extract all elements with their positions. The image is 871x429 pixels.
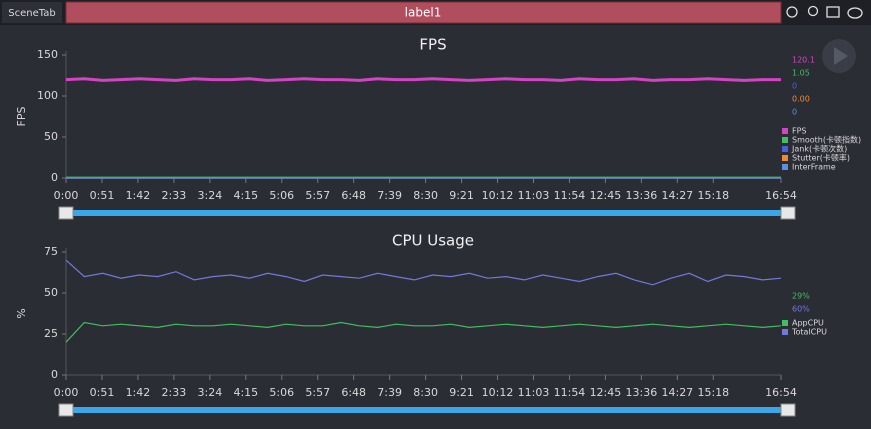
x-tick-label: 15:18 [697,189,729,202]
slider-handle-left[interactable] [58,403,74,417]
x-tick-label: 11:03 [518,189,550,202]
slider-handle-right[interactable] [780,403,796,417]
y-tick-label: 150 [37,48,58,61]
readout: 120.1 [792,56,815,65]
x-tick-label: 6:48 [341,189,366,202]
y-axis-label: FPS [15,107,28,127]
legend-swatch [782,146,788,152]
legend-label: Stutter(卡顿率) [792,153,850,163]
legend-label: TotalCPU [791,328,827,337]
slider-handle-right[interactable] [780,206,796,220]
series-line [65,77,781,82]
y-axis-label: % [15,308,28,318]
x-tick-label: 0:00 [54,386,79,399]
x-tick-label: 4:15 [233,189,258,202]
x-tick-label: 13:36 [626,189,658,202]
readout: 0 [792,108,797,117]
legend-swatch [782,155,788,161]
legend-label: Smooth(卡顿指数) [792,135,861,145]
x-tick-label: 6:48 [341,386,366,399]
label-bar [65,1,782,24]
x-tick-label: 0:00 [54,189,79,202]
x-tick-label: 3:24 [197,386,222,399]
y-tick-label: 100 [37,89,58,102]
slider-track [72,407,782,413]
x-tick-label: 7:39 [377,386,402,399]
readout: 0 [792,82,797,91]
x-tick-label: 14:27 [661,386,693,399]
slider-track [72,210,782,216]
y-tick-label: 50 [44,130,58,143]
y-tick-label: 50 [44,286,58,299]
label-text: label1 [405,6,442,20]
x-tick-label: 8:30 [413,189,438,202]
y-tick-label: 75 [44,245,58,258]
x-tick-label: 11:54 [554,189,586,202]
x-tick-label: 1:42 [126,386,151,399]
legend-swatch [782,164,788,170]
x-tick-label: 0:51 [90,189,115,202]
legend-label: AppCPU [792,319,824,328]
cloud-icon[interactable] [847,7,863,19]
x-tick-label: 14:27 [661,189,693,202]
series-line [65,259,782,286]
x-tick-label: 5:06 [269,386,294,399]
x-tick-label: 11:54 [554,386,586,399]
slider-handle-left[interactable] [58,206,74,220]
y-tick-label: 0 [51,171,58,184]
x-tick-label: 15:18 [697,386,729,399]
tab[interactable] [2,2,62,23]
x-tick-label: 12:45 [590,386,622,399]
play-icon [834,47,848,65]
x-tick-label: 13:36 [626,386,658,399]
x-tick-label: 3:24 [197,189,222,202]
readout: 29% [792,292,810,301]
legend-label: Jank(卡顿次数) [791,144,847,154]
legend-label: FPS [792,127,807,136]
x-tick-label: 9:21 [449,386,474,399]
x-tick-label: 4:15 [233,386,258,399]
readout: 60% [792,305,810,314]
x-tick-label: 12:45 [590,189,622,202]
x-tick-label: 16:54 [765,189,797,202]
folder-icon[interactable] [826,6,840,18]
pin-icon[interactable] [807,5,819,17]
legend-swatch [782,320,788,326]
series-line [65,321,782,343]
location-icon[interactable] [786,6,798,18]
x-tick-label: 9:21 [449,189,474,202]
y-tick-label: 0 [51,368,58,381]
legend-swatch [782,128,788,134]
x-tick-label: 5:06 [269,189,294,202]
chart-title: CPU Usage [392,232,474,250]
x-tick-label: 10:12 [482,189,514,202]
x-tick-label: 1:42 [126,189,151,202]
legend-swatch [782,329,788,335]
tab-label: SceneTab [8,8,55,19]
x-tick-label: 2:33 [162,189,187,202]
chart-title: FPS [419,36,446,54]
legend-swatch [782,137,788,143]
readout: 1.05 [792,69,810,78]
x-tick-label: 11:03 [518,386,550,399]
x-tick-label: 7:39 [377,189,402,202]
x-tick-label: 8:30 [413,386,438,399]
x-tick-label: 10:12 [482,386,514,399]
x-tick-label: 5:57 [305,189,330,202]
x-tick-label: 0:51 [90,386,115,399]
x-tick-label: 5:57 [305,386,330,399]
x-tick-label: 16:54 [765,386,797,399]
x-tick-label: 2:33 [162,386,187,399]
readout: 0.00 [792,95,810,104]
y-tick-label: 25 [44,327,58,340]
legend-label: InterFrame [792,163,836,172]
